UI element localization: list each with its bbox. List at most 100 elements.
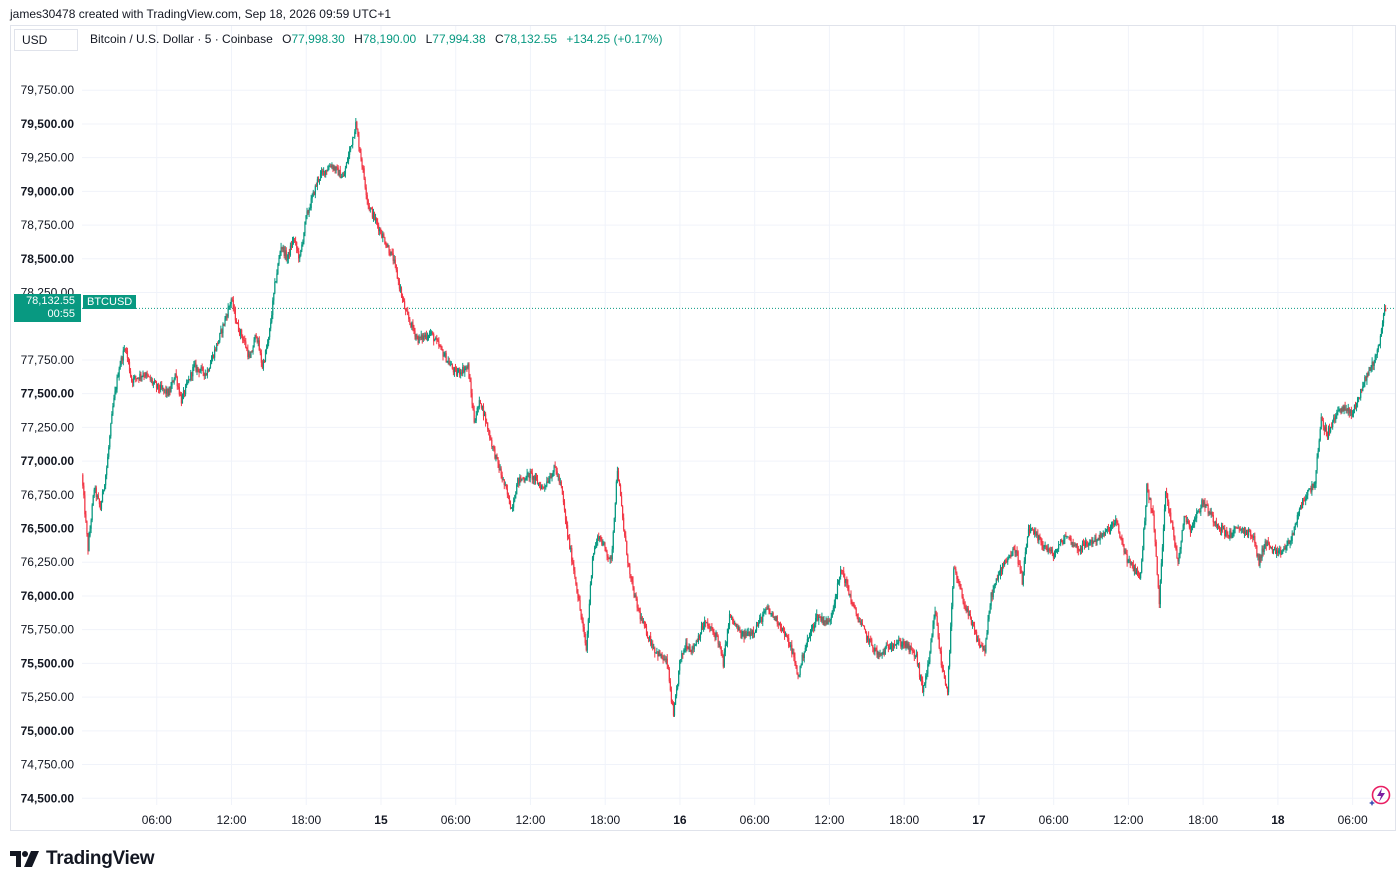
candle-body bbox=[895, 644, 897, 646]
candle-body bbox=[410, 322, 412, 328]
candle-body bbox=[406, 310, 408, 312]
candle-body bbox=[279, 252, 281, 258]
candle-body bbox=[862, 625, 865, 627]
candle-body bbox=[1183, 515, 1185, 526]
candle-body bbox=[1086, 541, 1088, 546]
candle-body bbox=[911, 649, 913, 651]
candle-body bbox=[1274, 549, 1277, 554]
candle-body bbox=[983, 649, 985, 650]
candle-body bbox=[1097, 537, 1099, 540]
candle-body bbox=[369, 208, 371, 210]
chart-credit: james30478 created with TradingView.com,… bbox=[10, 7, 392, 21]
candle-body bbox=[388, 246, 390, 254]
candle-body bbox=[368, 205, 370, 210]
candle-body bbox=[1110, 524, 1113, 527]
legend-symbol[interactable]: Bitcoin / U.S. Dollar · 5 · Coinbase bbox=[90, 32, 273, 46]
candle-body bbox=[381, 233, 383, 238]
candle-body bbox=[1293, 526, 1295, 536]
candle-body bbox=[561, 486, 563, 495]
candle-body bbox=[770, 613, 772, 614]
candle-body bbox=[1158, 587, 1160, 605]
candle-body bbox=[332, 165, 334, 170]
candle-body bbox=[183, 390, 186, 395]
candle-body bbox=[433, 334, 435, 342]
time-tick-label: 18:00 bbox=[590, 813, 620, 827]
candle-body bbox=[1261, 548, 1263, 559]
candle-body bbox=[1114, 523, 1116, 526]
last-price-value: 78,132.55 bbox=[26, 295, 75, 307]
candle-body bbox=[460, 372, 462, 375]
candle-body bbox=[398, 280, 401, 289]
candle-body bbox=[837, 582, 840, 584]
candle-body bbox=[635, 595, 637, 599]
candle-body bbox=[1042, 545, 1044, 548]
candle-body bbox=[355, 122, 357, 132]
candle-body bbox=[1373, 362, 1375, 366]
candle-body bbox=[142, 375, 144, 377]
candle-body bbox=[1215, 522, 1217, 526]
candle-body bbox=[572, 561, 574, 565]
candle-body bbox=[364, 178, 366, 188]
candle-body bbox=[370, 208, 372, 209]
candle-body bbox=[211, 354, 214, 360]
candle-body bbox=[298, 250, 300, 259]
candle-body bbox=[405, 309, 407, 311]
candle-body bbox=[799, 665, 801, 675]
candle-body bbox=[1019, 564, 1021, 571]
candle-body bbox=[662, 658, 664, 660]
candle-body bbox=[536, 479, 539, 485]
candle-body bbox=[551, 476, 553, 479]
candle-body bbox=[848, 589, 850, 595]
candle-body bbox=[1073, 544, 1075, 547]
candle-body bbox=[559, 482, 561, 483]
candle-body bbox=[736, 626, 738, 627]
candle-body bbox=[88, 535, 90, 551]
candle-body bbox=[992, 589, 994, 597]
candle-body bbox=[214, 349, 216, 358]
candle-body bbox=[157, 383, 160, 390]
candle-body bbox=[641, 617, 643, 624]
candle-body bbox=[1224, 528, 1226, 536]
candle-body bbox=[625, 535, 627, 542]
candle-body bbox=[1376, 349, 1378, 355]
candle-body bbox=[942, 668, 944, 672]
candle-body bbox=[346, 161, 349, 163]
candle-body bbox=[1344, 406, 1346, 411]
candle-body bbox=[722, 655, 724, 667]
candle-body bbox=[955, 568, 957, 574]
lightning-icon[interactable] bbox=[1368, 784, 1392, 808]
tradingview-logo[interactable]: TradingView bbox=[10, 848, 155, 870]
candle-body bbox=[255, 334, 257, 337]
candle-body bbox=[1279, 549, 1281, 551]
candle-body bbox=[891, 646, 894, 648]
candle-body bbox=[395, 264, 397, 270]
candle-body bbox=[228, 306, 230, 308]
candle-body bbox=[998, 574, 1001, 576]
candle-body bbox=[738, 628, 740, 631]
candle-body bbox=[503, 479, 505, 486]
candle-body bbox=[473, 410, 475, 423]
candle-body bbox=[1325, 427, 1328, 434]
candle-body bbox=[548, 480, 550, 483]
candle-body bbox=[855, 608, 857, 614]
candle-body bbox=[451, 364, 453, 369]
candle-body bbox=[804, 647, 806, 653]
candle-body bbox=[87, 534, 89, 551]
candle-body bbox=[607, 556, 609, 558]
candle-body bbox=[1134, 566, 1137, 575]
candle-body bbox=[1162, 528, 1165, 548]
candle-body bbox=[679, 660, 681, 671]
candle-body bbox=[457, 369, 460, 373]
candle-body bbox=[806, 639, 808, 645]
candle-body bbox=[615, 481, 617, 503]
candle-body bbox=[419, 336, 421, 338]
candle-body bbox=[1205, 505, 1207, 508]
candle-body bbox=[923, 684, 925, 693]
candle-body bbox=[864, 629, 867, 633]
candle-body bbox=[534, 476, 537, 481]
candle-body bbox=[1341, 408, 1343, 412]
price-tick-label: 75,250.00 bbox=[21, 690, 75, 704]
currency-button[interactable]: USD bbox=[14, 29, 78, 51]
candle-body bbox=[100, 502, 103, 510]
